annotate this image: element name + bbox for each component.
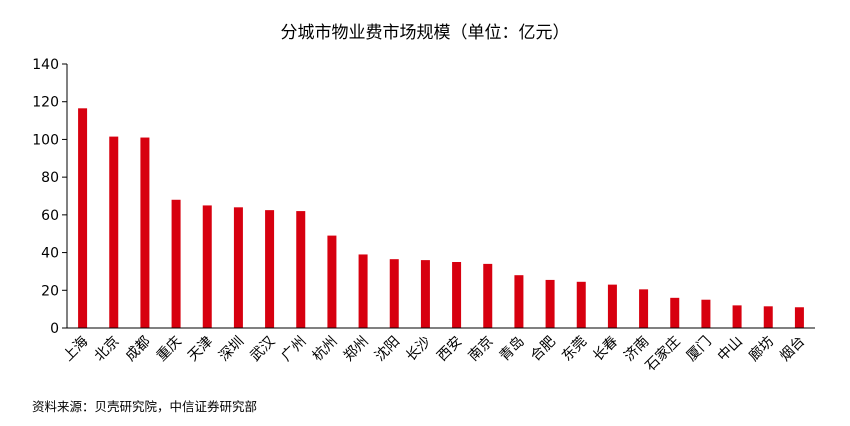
x-tick-label: 重庆 — [154, 334, 185, 365]
bar-廊坊 — [763, 306, 773, 328]
bar-深圳 — [233, 207, 243, 328]
chart-title: 分城市物业费市场规模（单位：亿元） — [280, 23, 570, 43]
x-tick-label: 长春 — [590, 334, 621, 365]
bar-南京 — [483, 263, 493, 328]
y-axis: 0 20 40 60 80 100 120 140 — [32, 57, 68, 337]
x-tick-label: 武汉 — [247, 334, 278, 365]
x-tick-label: 南京 — [465, 334, 496, 365]
x-tick-label: 厦门 — [684, 334, 715, 365]
x-tick-label: 青岛 — [497, 334, 528, 365]
bar-武汉 — [265, 210, 275, 328]
bar-沈阳 — [389, 259, 399, 328]
bar-石家庄 — [670, 297, 680, 328]
source-note: 资料来源：贝壳研究院，中信证券研究部 — [32, 399, 258, 414]
y-tick-label: 120 — [32, 95, 59, 111]
bar-长春 — [607, 284, 617, 328]
x-tick-label: 长沙 — [403, 334, 434, 365]
x-tick-label: 沈阳 — [372, 334, 403, 365]
bar-天津 — [202, 205, 212, 328]
x-tick-label: 石家庄 — [642, 333, 684, 375]
bar-合肥 — [545, 279, 555, 328]
bar-重庆 — [171, 199, 181, 328]
x-tick-label: 深圳 — [216, 334, 247, 365]
y-tick-label: 0 — [50, 321, 59, 337]
y-tick-label: 140 — [32, 57, 59, 73]
bar-成都 — [140, 137, 150, 328]
bar-济南 — [639, 289, 649, 328]
y-tick-label: 20 — [41, 283, 59, 299]
x-tick-label: 北京 — [91, 334, 122, 365]
bar-郑州 — [358, 254, 368, 328]
y-tick-label: 40 — [41, 246, 59, 262]
x-tick-label: 广州 — [278, 334, 309, 365]
x-tick-label: 上海 — [60, 334, 91, 365]
x-tick-label: 杭州 — [310, 334, 341, 365]
bar-广州 — [296, 211, 306, 328]
bar-烟台 — [794, 307, 804, 328]
bar-上海 — [78, 108, 88, 328]
x-tick-label: 廊坊 — [745, 333, 777, 365]
x-tick-label: 烟台 — [777, 334, 808, 365]
y-tick-label: 100 — [32, 132, 59, 148]
x-axis: 上海 北京 成都 重庆 天津 深圳 武汉 广州 杭州 郑州 沈阳 长沙 西安 南京 青岛 合肥 东莞 长春 济南石家… — [60, 327, 815, 375]
x-tick-label: 成都 — [123, 334, 154, 365]
x-tick-label: 中山 — [715, 334, 746, 365]
bar-厦门 — [701, 299, 711, 328]
bars — [78, 108, 804, 328]
bar-中山 — [732, 305, 742, 328]
x-tick-label: 天津 — [185, 334, 216, 365]
bar-东莞 — [576, 281, 586, 328]
x-tick-label: 合肥 — [528, 334, 559, 365]
bar-西安 — [452, 262, 462, 328]
x-tick-label: 西安 — [434, 334, 465, 365]
bar-青岛 — [514, 275, 524, 328]
y-tick-label: 60 — [41, 208, 59, 224]
x-tick-label: 郑州 — [341, 334, 372, 365]
x-tick-label: 东莞 — [559, 334, 590, 365]
bar-长沙 — [420, 260, 430, 328]
bar-北京 — [109, 136, 119, 328]
y-tick-label: 80 — [41, 170, 59, 186]
bar-杭州 — [327, 235, 337, 328]
